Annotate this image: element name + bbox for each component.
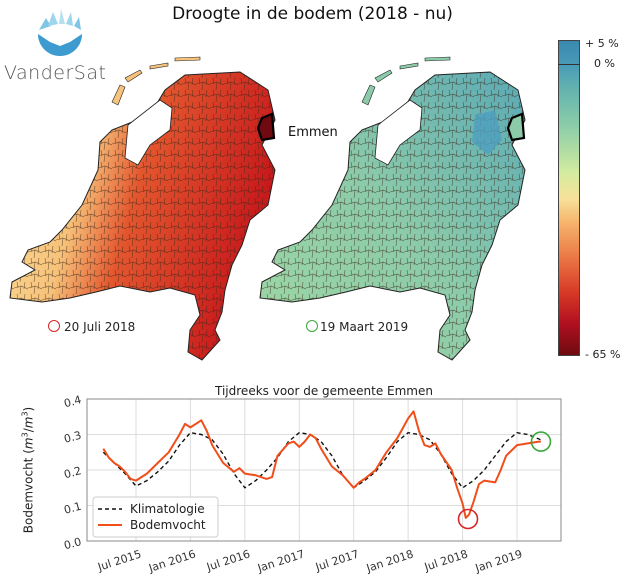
x-tick-label: Jan 2017 <box>255 547 306 575</box>
y-tick-label: 0.1 <box>63 500 83 517</box>
red-ring-icon <box>48 320 60 332</box>
green-ring-icon <box>306 320 318 332</box>
series-line-klimatologie <box>102 432 542 489</box>
grid <box>87 399 561 541</box>
colorbar-label-min: - 65 % <box>585 348 621 361</box>
x-tick-label: Jul 2017 <box>313 547 361 574</box>
map-right-date-label: 19 Maart 2019 <box>306 320 408 334</box>
map-right-wadden-islands <box>361 56 451 106</box>
green-circle-marker <box>530 431 552 452</box>
emmen-highlight-left <box>256 112 276 142</box>
map-left-date-text: 20 Juli 2018 <box>64 320 136 334</box>
map-left-netherlands <box>9 56 276 361</box>
x-tick-label: Jul 2016 <box>204 547 252 574</box>
colorbar-label-zero: 0 % <box>594 57 615 70</box>
series-line-bodemvocht <box>102 410 541 519</box>
page-title: Droogte in de bodem (2018 - nu) <box>172 4 453 24</box>
markers-group <box>457 431 552 530</box>
logo-text: VanderSat <box>4 62 107 84</box>
plot-frame <box>86 398 562 542</box>
colorbar-zero-line <box>558 64 580 65</box>
x-tick-label: Jan 2019 <box>473 547 524 575</box>
y-ticks: 0.0 0.1 0.2 0.3 0.4 <box>63 393 83 552</box>
map-left-date-label: 20 Juli 2018 <box>48 320 135 334</box>
y-tick-label: 0.2 <box>63 464 83 481</box>
x-tick-label: Jan 2018 <box>364 547 415 575</box>
legend-label-bodemvocht: Bodemvocht <box>130 518 206 532</box>
chart-title: Tijdreeks voor de gemeente Emmen <box>215 384 433 398</box>
map-right-date-text: 19 Maart 2019 <box>320 320 409 334</box>
colorbar-label-max: + 5 % <box>585 37 619 50</box>
y-tick-label: 0.3 <box>63 429 83 446</box>
x-tick-label: Jul 2015 <box>95 547 143 574</box>
x-ticks: Jul 2015 Jan 2016 Jul 2016 Jan 2017 Jul 2017… <box>95 547 524 575</box>
map-right-netherlands <box>259 56 526 361</box>
y-tick-label: 0.0 <box>63 535 83 552</box>
red-circle-marker <box>457 508 479 530</box>
map-right-ijsselmeer <box>374 99 423 166</box>
legend-box <box>92 496 219 538</box>
y-tick-label: 0.4 <box>63 393 83 410</box>
series-group <box>102 410 542 519</box>
map-left-wadden-islands <box>111 56 201 106</box>
vandersat-logo-icon <box>38 9 82 56</box>
legend-label-klimatologie: Klimatologie <box>130 502 205 516</box>
emmen-highlight-right <box>506 112 526 142</box>
map-left-ijsselmeer <box>124 99 173 166</box>
emmen-label: Emmen <box>288 125 338 140</box>
x-tick-label: Jul 2018 <box>422 547 470 574</box>
maps-panel: Emmen <box>9 56 526 361</box>
x-tick-label: Jan 2016 <box>146 547 197 575</box>
colorbar <box>558 40 580 356</box>
legend: Klimatologie Bodemvocht <box>92 496 219 538</box>
